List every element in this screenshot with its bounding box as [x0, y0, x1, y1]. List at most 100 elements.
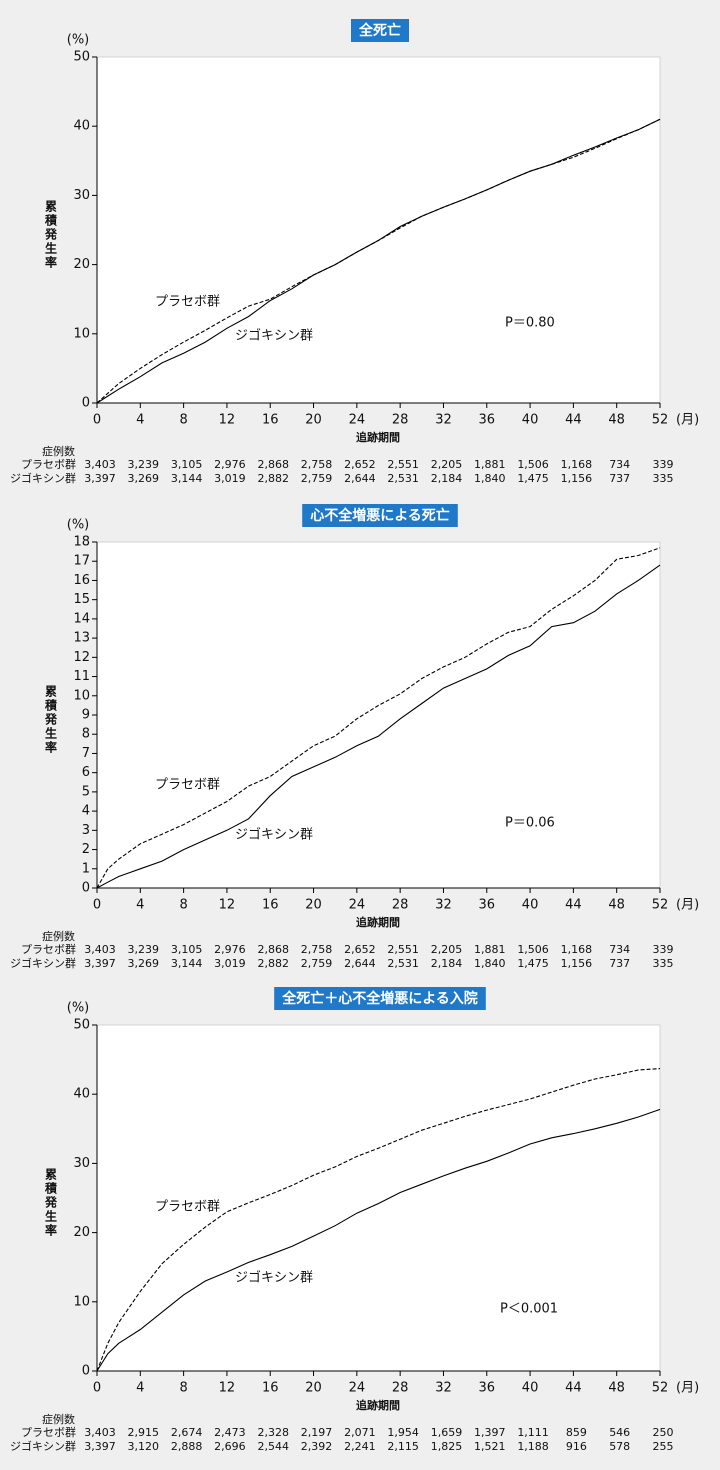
y-tick-label: 12	[73, 650, 90, 665]
y-tick-label: 15	[73, 592, 90, 607]
y-tick-label: 18	[73, 535, 90, 550]
y-tick-label: 14	[73, 611, 90, 626]
risk-table-title: 症例数	[42, 1412, 75, 1426]
y-tick-label: 2	[82, 842, 90, 857]
y-axis-title: 累積発生率	[44, 1168, 58, 1238]
y-tick-label: 10	[73, 688, 90, 703]
x-tick-label: 4	[136, 413, 144, 428]
risk-cell: 339	[653, 458, 674, 471]
risk-cell: 2,392	[301, 1440, 333, 1453]
risk-cell: 250	[653, 1426, 674, 1439]
risk-cell: 3,397	[84, 1440, 116, 1453]
x-tick-label: 52	[652, 898, 669, 913]
risk-cell: 916	[566, 1440, 587, 1453]
risk-cell: 2,976	[214, 458, 246, 471]
x-tick-label: 24	[349, 1381, 366, 1396]
y-tick-label: 40	[73, 1087, 90, 1102]
x-tick-label: 48	[608, 413, 625, 428]
risk-cell: 1,168	[561, 458, 593, 471]
x-tick-label: 20	[305, 898, 322, 913]
risk-cell: 1,659	[431, 1426, 463, 1439]
y-tick-label: 4	[82, 804, 90, 819]
risk-cell: 859	[566, 1426, 587, 1439]
x-tick-label: 52	[652, 413, 669, 428]
series-line	[96, 564, 661, 889]
risk-cell: 2,888	[171, 1440, 203, 1453]
x-tick-label: 28	[392, 413, 409, 428]
risk-cell: 1,825	[431, 1440, 463, 1453]
x-tick-label: 40	[522, 1381, 539, 1396]
x-tick-label: 16	[262, 898, 279, 913]
risk-table-title: 症例数	[42, 929, 75, 943]
title-badge	[302, 504, 458, 527]
chart-title: 全死亡＋心不全増悪による入院	[281, 990, 478, 1007]
risk-cell: 2,644	[344, 472, 376, 485]
risk-cell: 2,071	[344, 1426, 376, 1439]
title-badge	[274, 987, 486, 1010]
p-value: P＝0.80	[505, 316, 555, 331]
risk-row-label: プラセボ群	[21, 457, 76, 471]
y-tick-label: 50	[73, 1018, 90, 1033]
risk-cell: 1,840	[474, 472, 506, 485]
risk-row-label: プラセボ群	[21, 942, 76, 956]
plot-area	[96, 1024, 661, 1372]
y-tick-label: 7	[82, 746, 90, 761]
risk-cell: 2,184	[431, 957, 463, 970]
risk-cell: 3,019	[214, 957, 246, 970]
risk-cell: 1,156	[561, 472, 593, 485]
y-tick-label: 20	[73, 257, 90, 272]
risk-row-label: ジゴキシン群	[10, 471, 76, 485]
risk-cell: 2,652	[344, 943, 376, 956]
risk-cell: 546	[609, 1426, 630, 1439]
risk-cell: 2,758	[301, 458, 333, 471]
x-tick-label: 52	[652, 1381, 669, 1396]
x-tick-label: 40	[522, 413, 539, 428]
risk-cell: 1,168	[561, 943, 593, 956]
y-tick-label: 0	[82, 881, 90, 896]
x-tick-label: 36	[478, 898, 495, 913]
y-tick-label: 30	[73, 188, 90, 203]
risk-cell: 3,403	[84, 1426, 116, 1439]
x-tick-label: 32	[435, 898, 452, 913]
y-tick-label: 11	[73, 669, 90, 684]
risk-cell: 3,269	[128, 472, 160, 485]
risk-cell: 335	[653, 957, 674, 970]
risk-table-title: 症例数	[42, 444, 75, 458]
chart-title: 心不全増悪による死亡	[310, 507, 450, 524]
series-line	[96, 118, 661, 404]
risk-cell: 1,188	[517, 1440, 549, 1453]
x-tick-label: 24	[349, 898, 366, 913]
risk-cell: 2,652	[344, 458, 376, 471]
y-tick-label: 6	[82, 765, 90, 780]
risk-cell: 3,397	[84, 472, 116, 485]
risk-cell: 2,674	[171, 1426, 203, 1439]
risk-cell: 2,868	[257, 458, 289, 471]
risk-cell: 339	[653, 943, 674, 956]
risk-cell: 3,239	[128, 458, 160, 471]
risk-cell: 2,882	[257, 957, 289, 970]
risk-cell: 2,551	[387, 458, 419, 471]
risk-cell: 1,881	[474, 943, 506, 956]
x-tick-label: 28	[392, 898, 409, 913]
y-tick-label: 10	[73, 1294, 90, 1309]
y-tick-label: 10	[73, 326, 90, 341]
series-label: ジゴキシン群	[235, 827, 313, 843]
x-tick-label: 36	[478, 1381, 495, 1396]
risk-cell: 1,156	[561, 957, 593, 970]
risk-cell: 2,544	[257, 1440, 289, 1453]
risk-cell: 1,954	[387, 1426, 419, 1439]
risk-row-label: ジゴキシン群	[10, 1439, 76, 1453]
risk-cell: 2,551	[387, 943, 419, 956]
risk-cell: 2,531	[387, 957, 419, 970]
risk-cell: 2,868	[257, 943, 289, 956]
x-tick-label: 48	[608, 898, 625, 913]
risk-cell: 3,403	[84, 458, 116, 471]
p-value: P＝0.06	[505, 816, 555, 831]
y-axis-title: 累積発生率	[44, 685, 58, 755]
x-tick-label: 20	[305, 1381, 322, 1396]
y-tick-label: 0	[82, 396, 90, 411]
x-tick-label: 8	[179, 413, 187, 428]
series-label: プラセボ群	[155, 778, 220, 793]
risk-cell: 2,115	[387, 1440, 419, 1453]
